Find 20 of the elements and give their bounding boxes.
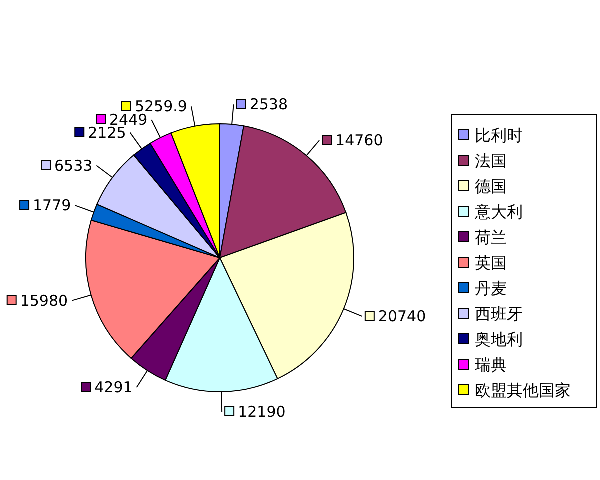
legend-label: 英国 bbox=[475, 254, 507, 272]
legend-label: 丹麦 bbox=[475, 279, 507, 298]
data-label: 14760 bbox=[336, 132, 384, 150]
legend-label: 荷兰 bbox=[475, 228, 507, 247]
legend-label: 西班牙 bbox=[475, 304, 523, 324]
data-label: 12190 bbox=[238, 402, 286, 421]
data-label: 1779 bbox=[33, 196, 72, 215]
legend-label: 意大利 bbox=[474, 202, 523, 222]
data-label: 2538 bbox=[250, 96, 288, 114]
legend-label: 瑞典 bbox=[475, 356, 507, 374]
data-label: 20740 bbox=[378, 308, 426, 326]
legend-label: 比利时 bbox=[475, 126, 523, 145]
data-label: 15980 bbox=[20, 292, 68, 310]
legend-label: 法国 bbox=[475, 152, 507, 170]
data-label: 6533 bbox=[54, 156, 93, 175]
data-label: 4291 bbox=[94, 378, 133, 397]
legend-label: 奥地利 bbox=[475, 330, 523, 349]
legend-label: 德国 bbox=[475, 177, 507, 196]
legend-label: 欧盟其他国家 bbox=[475, 381, 571, 400]
data-label: 2125 bbox=[88, 124, 126, 142]
